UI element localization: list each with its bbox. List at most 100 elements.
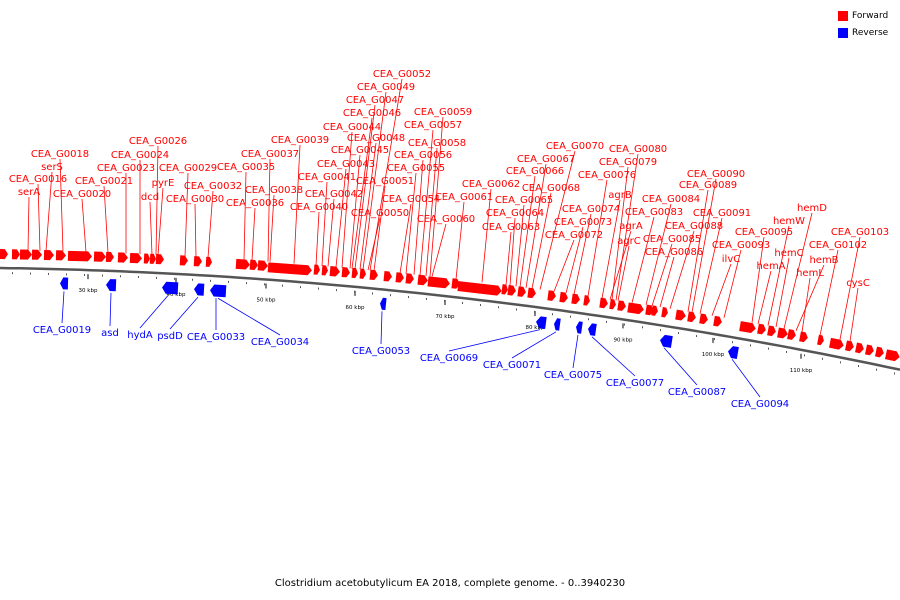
gene-label-agrc[interactable]: agrC (617, 236, 641, 247)
gene-leader-line (184, 172, 189, 257)
gene-label-cea-g0026[interactable]: CEA_G0026 (129, 136, 187, 147)
gene-label-hemw[interactable]: hemW (773, 216, 805, 227)
gene-label-cea-g0045[interactable]: CEA_G0045 (331, 145, 389, 156)
gene-label-agrb[interactable]: agrB (608, 190, 632, 201)
gene-label-cea-g0064[interactable]: CEA_G0064 (486, 208, 544, 219)
gene-label-cea-g0016[interactable]: CEA_G0016 (9, 174, 67, 185)
gene-label-cea-g0083[interactable]: CEA_G0083 (625, 207, 683, 218)
gene-leader-line (399, 203, 412, 274)
gene-label-cea-g0019[interactable]: CEA_G0019 (33, 325, 91, 336)
gene-label-cea-g0091[interactable]: CEA_G0091 (693, 208, 751, 219)
gene-label-cea-g0035[interactable]: CEA_G0035 (217, 162, 275, 173)
gene-label-hemd[interactable]: hemD (797, 203, 827, 214)
gene-label-cea-g0079[interactable]: CEA_G0079 (599, 157, 657, 168)
scale-minor-tick (534, 310, 535, 313)
gene-label-cea-g0030[interactable]: CEA_G0030 (166, 194, 224, 205)
gene-label-cea-g0040[interactable]: CEA_G0040 (290, 202, 348, 213)
gene-label-cea-g0076[interactable]: CEA_G0076 (578, 170, 636, 181)
gene-label-cea-g0086[interactable]: CEA_G0086 (645, 247, 703, 258)
gene-label-cea-g0052[interactable]: CEA_G0052 (373, 69, 431, 80)
gene-label-cea-g0059[interactable]: CEA_G0059 (414, 107, 472, 118)
gene-label-cea-g0043[interactable]: CEA_G0043 (317, 159, 375, 170)
gene-label-cea-g0072[interactable]: CEA_G0072 (545, 230, 603, 241)
gene-label-cea-g0047[interactable]: CEA_G0047 (346, 95, 404, 106)
gene-label-cea-g0044[interactable]: CEA_G0044 (323, 122, 381, 133)
gene-label-hemb[interactable]: hemB (809, 255, 838, 266)
gene-label-cea-g0088[interactable]: CEA_G0088 (665, 221, 723, 232)
gene-label-cea-g0070[interactable]: CEA_G0070 (546, 141, 604, 152)
gene-label-cea-g0075[interactable]: CEA_G0075 (544, 370, 602, 381)
gene-label-cea-g0041[interactable]: CEA_G0041 (298, 172, 356, 183)
gene-label-cea-g0039[interactable]: CEA_G0039 (271, 135, 329, 146)
gene-label-sera[interactable]: serA (18, 187, 40, 198)
reverse-gene-arrow (379, 297, 387, 311)
gene-label-sers[interactable]: serS (41, 162, 63, 173)
gene-label-cea-g0094[interactable]: CEA_G0094 (731, 399, 789, 410)
gene-label-cea-g0093[interactable]: CEA_G0093 (712, 240, 770, 251)
gene-label-cea-g0063[interactable]: CEA_G0063 (482, 222, 540, 233)
gene-label-cea-g0057[interactable]: CEA_G0057 (404, 120, 462, 131)
forward-gene-arrow (517, 286, 526, 297)
gene-label-agra[interactable]: agrA (619, 221, 643, 232)
gene-label-cea-g0090[interactable]: CEA_G0090 (687, 169, 745, 180)
gene-label-cea-g0046[interactable]: CEA_G0046 (343, 108, 401, 119)
gene-label-cea-g0062[interactable]: CEA_G0062 (462, 179, 520, 190)
gene-label-asd[interactable]: asd (101, 328, 119, 339)
gene-label-cea-g0089[interactable]: CEA_G0089 (679, 180, 737, 191)
gene-label-cea-g0055[interactable]: CEA_G0055 (387, 163, 445, 174)
gene-label-cea-g0034[interactable]: CEA_G0034 (251, 337, 309, 348)
gene-label-hemc[interactable]: hemC (774, 248, 803, 259)
gene-leader-line (455, 201, 465, 280)
gene-label-cea-g0067[interactable]: CEA_G0067 (517, 154, 575, 165)
gene-label-cea-g0037[interactable]: CEA_G0037 (241, 149, 299, 160)
gene-label-cea-g0085[interactable]: CEA_G0085 (643, 234, 701, 245)
gene-label-ilvc[interactable]: ilvC (722, 254, 740, 265)
gene-label-cea-g0066[interactable]: CEA_G0066 (506, 166, 564, 177)
gene-label-psdd[interactable]: psdD (157, 331, 183, 342)
gene-label-cea-g0069[interactable]: CEA_G0069 (420, 353, 478, 364)
gene-label-cea-g0053[interactable]: CEA_G0053 (352, 346, 410, 357)
gene-label-cea-g0102[interactable]: CEA_G0102 (809, 240, 867, 251)
gene-label-cea-g0038[interactable]: CEA_G0038 (245, 185, 303, 196)
forward-gene-arrow (547, 290, 556, 301)
gene-label-cea-g0073[interactable]: CEA_G0073 (554, 217, 612, 228)
gene-label-cysc[interactable]: cysC (846, 278, 870, 289)
gene-label-cea-g0033[interactable]: CEA_G0033 (187, 332, 245, 343)
gene-label-cea-g0084[interactable]: CEA_G0084 (642, 194, 700, 205)
gene-label-cea-g0080[interactable]: CEA_G0080 (609, 144, 667, 155)
scale-minor-tick (318, 287, 319, 290)
gene-label-cea-g0048[interactable]: CEA_G0048 (347, 133, 405, 144)
gene-label-cea-g0020[interactable]: CEA_G0020 (53, 189, 111, 200)
gene-label-cea-g0061[interactable]: CEA_G0061 (435, 192, 493, 203)
gene-label-cea-g0077[interactable]: CEA_G0077 (606, 378, 664, 389)
gene-label-cea-g0036[interactable]: CEA_G0036 (226, 198, 284, 209)
gene-label-cea-g0029[interactable]: CEA_G0029 (159, 163, 217, 174)
gene-label-cea-g0095[interactable]: CEA_G0095 (735, 227, 793, 238)
gene-label-pyre[interactable]: pyrE (152, 178, 175, 189)
gene-label-cea-g0065[interactable]: CEA_G0065 (495, 195, 553, 206)
gene-label-cea-g0103[interactable]: CEA_G0103 (831, 227, 889, 238)
gene-label-cea-g0060[interactable]: CEA_G0060 (417, 214, 475, 225)
gene-label-cea-g0049[interactable]: CEA_G0049 (357, 82, 415, 93)
forward-gene-arrow (11, 249, 20, 260)
gene-label-cea-g0024[interactable]: CEA_G0024 (111, 150, 169, 161)
gene-label-cea-g0071[interactable]: CEA_G0071 (483, 360, 541, 371)
gene-label-cea-g0054[interactable]: CEA_G0054 (382, 194, 440, 205)
gene-label-hema[interactable]: hemA (756, 261, 785, 272)
gene-label-cea-g0021[interactable]: CEA_G0021 (75, 176, 133, 187)
gene-label-cea-g0032[interactable]: CEA_G0032 (184, 181, 242, 192)
gene-label-cea-g0056[interactable]: CEA_G0056 (394, 150, 452, 161)
scale-minor-tick (264, 283, 265, 286)
gene-label-cea-g0023[interactable]: CEA_G0023 (97, 163, 155, 174)
gene-label-cea-g0058[interactable]: CEA_G0058 (408, 138, 466, 149)
gene-label-cea-g0050[interactable]: CEA_G0050 (351, 208, 409, 219)
gene-label-cea-g0074[interactable]: CEA_G0074 (562, 204, 620, 215)
gene-label-heml[interactable]: hemL (796, 268, 824, 279)
gene-label-cea-g0018[interactable]: CEA_G0018 (31, 149, 89, 160)
forward-gene-arrow (739, 321, 756, 334)
gene-label-hyda[interactable]: hydA (127, 330, 153, 341)
gene-label-cea-g0042[interactable]: CEA_G0042 (305, 189, 363, 200)
gene-label-cea-g0068[interactable]: CEA_G0068 (522, 183, 580, 194)
gene-label-dcd[interactable]: dcd (141, 192, 159, 203)
gene-label-cea-g0087[interactable]: CEA_G0087 (668, 387, 726, 398)
